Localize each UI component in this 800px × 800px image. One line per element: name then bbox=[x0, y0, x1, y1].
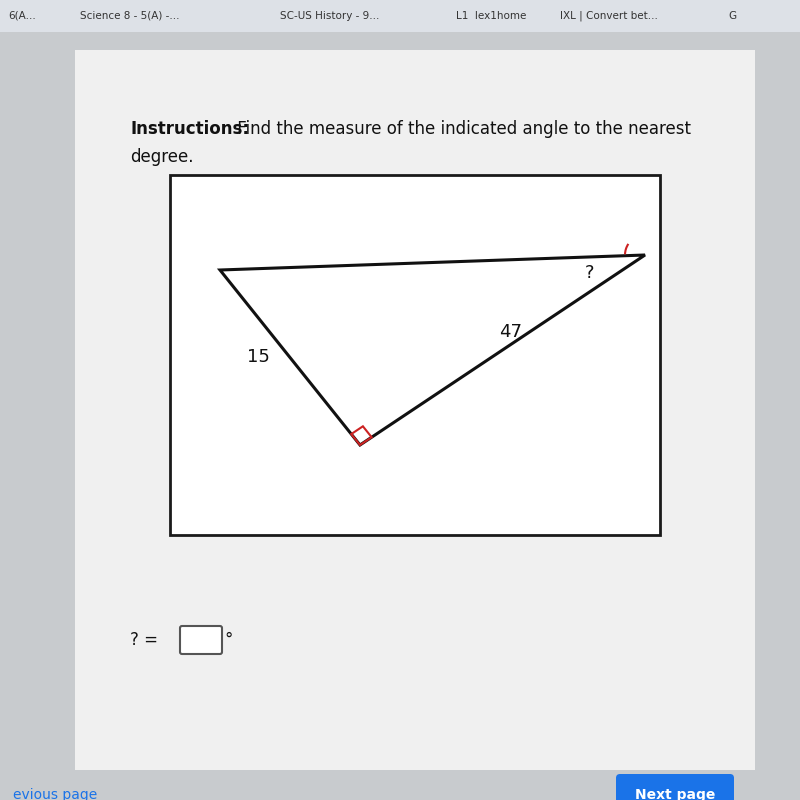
Text: IXL | Convert bet...: IXL | Convert bet... bbox=[560, 10, 658, 22]
Text: 6(A...: 6(A... bbox=[8, 11, 36, 21]
FancyBboxPatch shape bbox=[616, 774, 734, 800]
Text: Science 8 - 5(A) -...: Science 8 - 5(A) -... bbox=[80, 11, 179, 21]
Text: ? =: ? = bbox=[130, 631, 158, 649]
Text: Next page: Next page bbox=[635, 788, 715, 800]
Text: evious page: evious page bbox=[13, 788, 98, 800]
Text: 15: 15 bbox=[246, 349, 270, 366]
Text: Find the measure of the indicated angle to the nearest: Find the measure of the indicated angle … bbox=[232, 120, 691, 138]
Text: SC-US History - 9...: SC-US History - 9... bbox=[280, 11, 379, 21]
Text: Instructions:: Instructions: bbox=[130, 120, 249, 138]
Text: °: ° bbox=[224, 631, 232, 649]
Bar bbox=[0, 0, 800, 32]
Bar bbox=[170, 175, 660, 535]
Text: degree.: degree. bbox=[130, 148, 194, 166]
Text: 47: 47 bbox=[499, 323, 522, 341]
Text: L1  lex1home: L1 lex1home bbox=[456, 11, 526, 21]
FancyBboxPatch shape bbox=[180, 626, 222, 654]
Text: ?: ? bbox=[586, 264, 594, 282]
Bar bbox=[75, 50, 755, 770]
Text: G: G bbox=[728, 11, 736, 21]
